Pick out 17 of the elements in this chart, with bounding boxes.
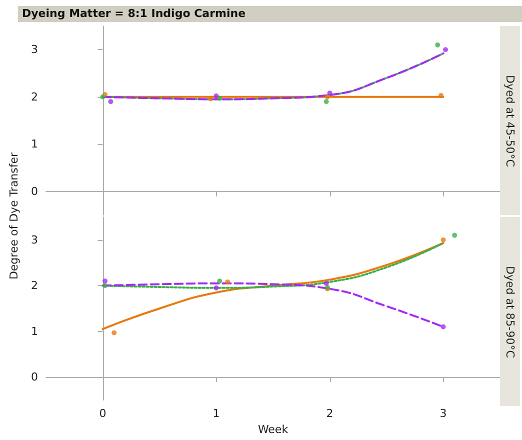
- y-tick-label: 1: [31, 138, 38, 151]
- x-tick-label: 0: [99, 407, 106, 420]
- chart-title: Dyeing Matter = 8:1 Indigo Carmine: [18, 6, 522, 22]
- x-tick-label: 1: [212, 407, 220, 420]
- y-tick-label: 0: [31, 184, 38, 198]
- y-tick-label: 3: [31, 233, 38, 246]
- text: Dyed at 45-50°C: [504, 74, 516, 166]
- y-tick-label: 2: [31, 90, 38, 104]
- y-tick-label: 2: [31, 279, 38, 292]
- y-tick-label: 1: [31, 324, 38, 338]
- y-axis-title: Degree of Dye Transfer: [8, 152, 20, 280]
- x-tick-label: 2: [326, 407, 334, 420]
- y-tick-label: 3: [31, 43, 38, 56]
- y-tick-label: 0: [31, 370, 38, 384]
- x-tick-label: 3: [440, 407, 447, 420]
- text: Dyed at 85-90°C: [504, 266, 516, 358]
- x-axis-title: Week: [258, 423, 289, 436]
